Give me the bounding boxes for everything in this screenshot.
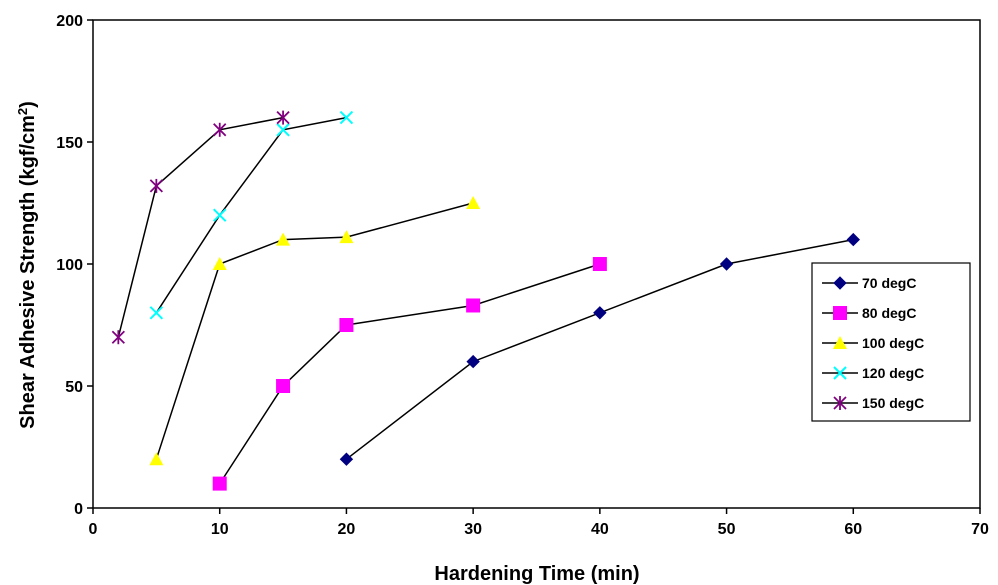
- y-tick-label: 50: [65, 379, 83, 396]
- x-axis: 0 10 20 30 40 50 60 70: [89, 508, 989, 538]
- data-point: [149, 306, 164, 320]
- data-point: [339, 318, 354, 332]
- series-4: [149, 110, 354, 320]
- data-point: [339, 110, 354, 125]
- y-tick-label: 150: [56, 135, 83, 152]
- legend-label: 70 degC: [862, 275, 916, 291]
- series-5: [111, 110, 290, 345]
- x-tick-label: 10: [211, 521, 229, 538]
- series-3: [149, 196, 481, 466]
- series-line: [219, 263, 601, 485]
- data-point: [111, 330, 125, 345]
- legend-item: 150 degC: [822, 395, 924, 411]
- series-layer: [111, 110, 860, 491]
- legend-item: 100 degC: [822, 335, 924, 351]
- data-point: [149, 452, 164, 466]
- y-tick-label: 200: [56, 13, 83, 30]
- x-tick-label: 70: [971, 521, 989, 538]
- marker-stroke: [339, 110, 354, 125]
- x-tick-label: 60: [844, 521, 862, 538]
- y-axis: 0 50 100 150 200: [56, 13, 93, 518]
- y-axis-title-superscript: 2: [15, 108, 30, 115]
- data-point: [149, 178, 163, 193]
- marker-stroke: [276, 123, 290, 137]
- legend-marker: [833, 336, 847, 349]
- data-point: [466, 196, 481, 209]
- legend-item: 80 degC: [822, 305, 916, 321]
- data-point: [339, 452, 354, 466]
- data-point: [213, 208, 227, 222]
- series-1: [339, 232, 860, 466]
- legend-marker: [833, 396, 847, 410]
- data-point: [276, 110, 290, 125]
- series-line: [155, 202, 474, 460]
- x-tick-label: 50: [718, 521, 736, 538]
- y-axis-title-end: ): [17, 101, 39, 108]
- legend-marker: [833, 276, 847, 290]
- series-line: [345, 238, 854, 460]
- legend-label: 80 degC: [862, 305, 916, 321]
- legend-label: 150 degC: [862, 395, 924, 411]
- x-axis-title: Hardening Time (min): [434, 563, 639, 585]
- x-tick-label: 30: [464, 521, 482, 538]
- series-2: [212, 257, 607, 491]
- data-point: [466, 354, 480, 369]
- legend-label: 100 degC: [862, 335, 924, 351]
- y-tick-label: 0: [74, 501, 83, 518]
- data-point: [592, 257, 607, 271]
- data-point: [846, 232, 860, 247]
- data-point: [719, 257, 734, 271]
- x-tick-label: 20: [338, 521, 356, 538]
- data-point: [339, 230, 354, 244]
- data-point: [213, 122, 227, 137]
- marker-stroke: [213, 208, 227, 222]
- data-point: [212, 257, 227, 270]
- legend: 70 degC 80 degC 100 degC 120 degC 150 degC: [811, 262, 971, 422]
- data-point: [212, 476, 227, 491]
- legend-label: 120 degC: [862, 365, 924, 381]
- y-tick-label: 100: [56, 257, 83, 274]
- data-point: [593, 306, 607, 320]
- series-line: [117, 116, 284, 338]
- series-line: [155, 116, 347, 314]
- legend-item: 120 degC: [822, 365, 924, 381]
- legend-marker: [833, 306, 847, 320]
- legend-item: 70 degC: [822, 275, 916, 291]
- x-tick-label: 40: [591, 521, 609, 538]
- data-point: [466, 298, 481, 313]
- legend-marker: [833, 366, 847, 380]
- data-point: [276, 379, 291, 393]
- data-point: [276, 232, 291, 246]
- marker-stroke: [833, 366, 847, 380]
- y-axis-title: Shear Adhesive Strength (kgf/cm2): [15, 101, 39, 429]
- marker-stroke: [149, 306, 164, 320]
- y-axis-title-main: Shear Adhesive Strength (kgf/cm: [17, 115, 39, 429]
- x-tick-label: 0: [89, 521, 98, 538]
- data-point: [276, 123, 290, 137]
